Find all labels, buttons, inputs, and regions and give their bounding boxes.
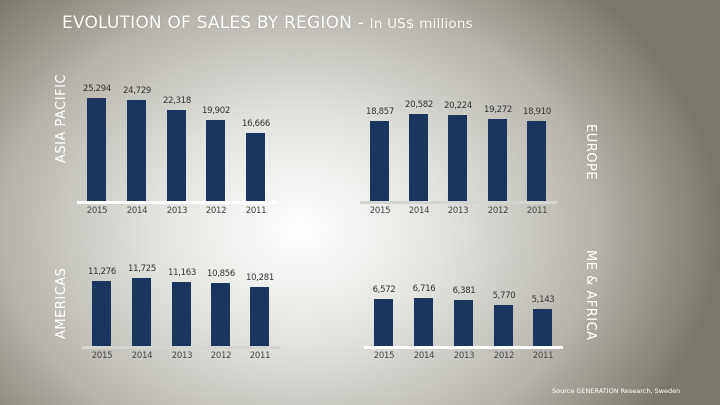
data-label: 6,572 bbox=[372, 285, 396, 295]
bar-2015 bbox=[87, 98, 106, 201]
region-label: EUROPE bbox=[583, 124, 598, 181]
bar-2015 bbox=[370, 121, 389, 201]
data-label: 20,224 bbox=[444, 101, 472, 111]
bar-2015 bbox=[374, 299, 393, 346]
data-label: 11,276 bbox=[88, 267, 116, 277]
data-label: 6,381 bbox=[452, 286, 476, 296]
year-tick-label: 2014 bbox=[408, 206, 430, 216]
bar-2014 bbox=[409, 114, 428, 201]
region-label: AMERICAS bbox=[54, 267, 69, 339]
source-note: Source GENERATION Research, Sweden bbox=[552, 387, 681, 395]
x-axis-line bbox=[77, 201, 277, 204]
year-tick-label: 2011 bbox=[245, 206, 267, 216]
data-label: 22,318 bbox=[163, 96, 191, 106]
bar-2011 bbox=[250, 287, 269, 346]
bar-2013 bbox=[454, 300, 473, 346]
x-axis-line bbox=[364, 346, 563, 349]
title-separator: - bbox=[352, 13, 370, 33]
year-tick-label: 2013 bbox=[166, 206, 188, 216]
year-tick-label: 2015 bbox=[369, 206, 391, 216]
region-label: ME & AFRICA bbox=[583, 250, 598, 341]
bar-2013 bbox=[448, 115, 467, 201]
bar-2015 bbox=[92, 281, 111, 346]
year-tick-label: 2012 bbox=[487, 206, 509, 216]
bar-2011 bbox=[527, 121, 546, 201]
year-tick-label: 2013 bbox=[447, 206, 469, 216]
year-tick-label: 2012 bbox=[205, 206, 227, 216]
region-label: ASIA PACIFIC bbox=[54, 74, 69, 163]
data-label: 19,902 bbox=[202, 106, 230, 116]
bar-2012 bbox=[494, 305, 513, 346]
data-label: 16,666 bbox=[242, 119, 270, 129]
year-tick-label: 2014 bbox=[126, 206, 148, 216]
bar-2013 bbox=[167, 110, 186, 201]
year-tick-label: 2011 bbox=[249, 351, 271, 361]
year-tick-label: 2014 bbox=[131, 351, 153, 361]
data-label: 25,294 bbox=[83, 84, 111, 94]
title-main: EVOLUTION OF SALES BY REGION bbox=[62, 13, 353, 33]
year-tick-label: 2014 bbox=[413, 351, 435, 361]
bar-2012 bbox=[206, 120, 225, 201]
data-label: 6,716 bbox=[412, 284, 436, 294]
bar-2014 bbox=[132, 278, 151, 346]
data-label: 18,910 bbox=[523, 107, 551, 117]
data-label: 18,857 bbox=[366, 107, 394, 117]
year-tick-label: 2011 bbox=[532, 351, 554, 361]
data-label: 10,856 bbox=[207, 269, 235, 279]
title-subtitle: In US$ millions bbox=[369, 16, 473, 32]
data-label: 10,281 bbox=[246, 273, 274, 283]
data-label: 5,770 bbox=[492, 291, 516, 301]
data-label: 19,272 bbox=[484, 105, 512, 115]
year-tick-label: 2012 bbox=[493, 351, 515, 361]
bar-2014 bbox=[414, 298, 433, 346]
year-tick-label: 2015 bbox=[91, 351, 113, 361]
data-label: 20,582 bbox=[405, 100, 433, 110]
x-axis-line bbox=[360, 201, 557, 204]
bar-2013 bbox=[172, 282, 191, 346]
data-label: 11,725 bbox=[128, 264, 156, 274]
data-label: 24,729 bbox=[123, 86, 151, 96]
year-tick-label: 2011 bbox=[526, 206, 548, 216]
page-title: EVOLUTION OF SALES BY REGION - In US$ mi… bbox=[62, 13, 473, 33]
bar-2012 bbox=[488, 119, 507, 201]
bar-2011 bbox=[246, 133, 265, 201]
year-tick-label: 2015 bbox=[86, 206, 108, 216]
x-axis-line bbox=[82, 346, 280, 349]
bar-2011 bbox=[533, 309, 552, 346]
year-tick-label: 2012 bbox=[210, 351, 232, 361]
year-tick-label: 2013 bbox=[453, 351, 475, 361]
data-label: 5,143 bbox=[531, 295, 555, 305]
bar-2014 bbox=[127, 100, 146, 201]
bar-2012 bbox=[211, 283, 230, 346]
year-tick-label: 2015 bbox=[373, 351, 395, 361]
data-label: 11,163 bbox=[168, 268, 196, 278]
year-tick-label: 2013 bbox=[171, 351, 193, 361]
